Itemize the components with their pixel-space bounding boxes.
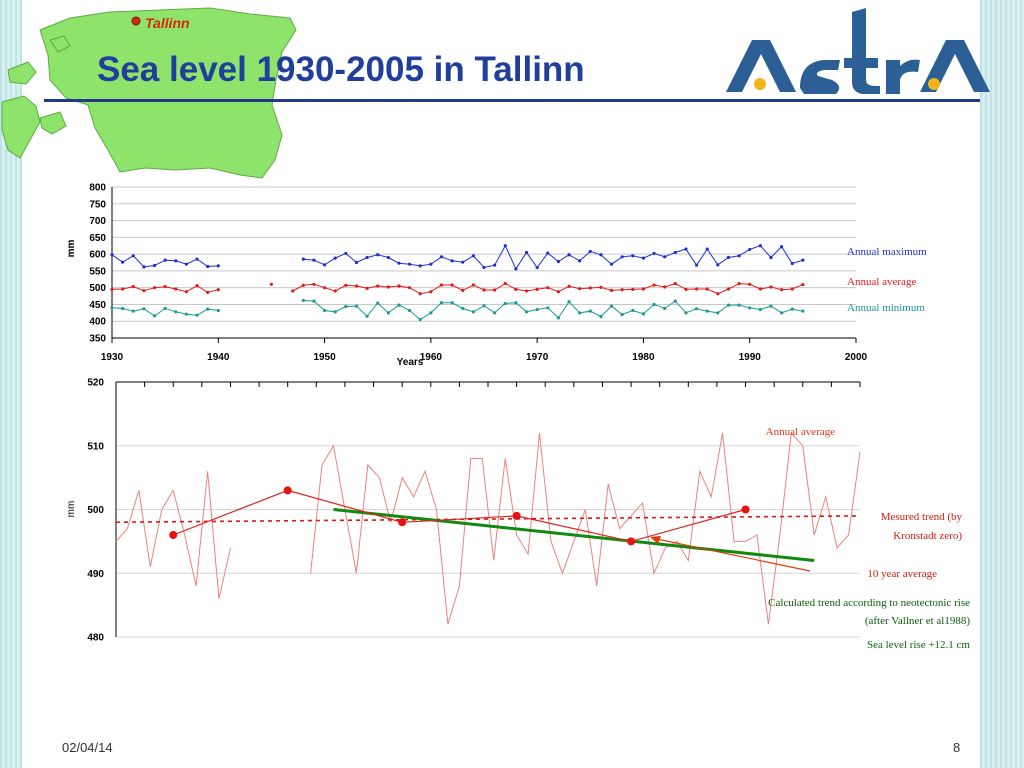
astra-logo — [726, 8, 990, 94]
annual-average-point — [110, 287, 114, 291]
y-tick-label: 490 — [87, 569, 104, 580]
y-tick-label: 500 — [89, 283, 106, 294]
y-tick-label: 800 — [89, 183, 106, 194]
arrowhead-icon — [650, 536, 661, 544]
annotation-calculated-trend-2: (after Vallner et al1988) — [865, 615, 971, 627]
annual-average-line — [292, 283, 804, 295]
y-tick-label: 520 — [87, 378, 104, 389]
y-tick-label: 400 — [89, 317, 106, 328]
neotectonic-trend-line — [333, 508, 815, 562]
y-axis-label: mm — [66, 501, 77, 518]
legend-annual-average: Annual average — [847, 276, 916, 288]
y-tick-label: 450 — [89, 300, 106, 311]
y-tick-label: 650 — [89, 233, 106, 244]
ten-year-average-point — [398, 518, 407, 527]
upper-chart: 800 750 700 650 600 550 500 450 400 350 1930 1940 19… — [66, 183, 927, 369]
left-border-stripe — [0, 0, 22, 768]
ten-year-average-point — [741, 505, 750, 514]
x-tick-label: 1930 — [101, 352, 124, 363]
annual-maximum-line — [111, 254, 219, 268]
annual-average-line — [111, 285, 219, 293]
x-tick-label: 1940 — [207, 352, 230, 363]
annotation-measured-trend-2: Kronstadt zero) — [893, 530, 962, 542]
annual-minimum-line — [111, 307, 219, 317]
title-underline — [44, 99, 980, 102]
annotation-sea-level-rise: Sea level rise +12.1 cm — [867, 639, 970, 651]
annotation-arrow-line — [651, 537, 811, 572]
y-tick-label: 480 — [87, 633, 104, 644]
annotation-calculated-trend-1: Calculated trend according to neotectoni… — [768, 597, 970, 609]
ten-year-average-point — [169, 531, 178, 539]
annual-average-line — [115, 471, 231, 599]
estonia-map — [1, 7, 297, 179]
legend-annual-minimum: Annual minimum — [847, 302, 925, 314]
y-tick-label: 750 — [89, 199, 106, 210]
right-border-stripe — [980, 0, 1024, 768]
slide-number: 8 — [953, 740, 961, 755]
x-tick-label: 1950 — [313, 352, 336, 363]
annual-minimum-line — [303, 299, 803, 321]
y-tick-label: 600 — [89, 250, 106, 261]
y-tick-label: 700 — [89, 216, 106, 227]
x-tick-label: 1990 — [739, 352, 762, 363]
annotation-ten-year-average: 10 year average — [867, 568, 937, 580]
annual-average-line — [310, 431, 861, 625]
x-tick-label: 1970 — [526, 352, 549, 363]
legend-annual-maximum: Annual maximum — [847, 246, 927, 258]
y-tick-label: 350 — [89, 334, 106, 345]
slide-date: 02/04/14 — [62, 740, 113, 755]
annotation-annual-average: Annual average — [766, 426, 835, 438]
ten-year-average-point — [283, 486, 292, 495]
lower-chart: 520 510 500 490 480 mm Annual average Mesured t… — [66, 378, 970, 652]
annotation-measured-trend-1: Mesured trend (by — [881, 511, 963, 523]
measured-trend-line — [115, 515, 861, 524]
x-axis-label: Years — [397, 357, 424, 368]
x-tick-label: 2000 — [845, 352, 868, 363]
y-tick-label: 500 — [87, 505, 104, 516]
x-tick-label: 1980 — [632, 352, 655, 363]
y-axis-label: mm — [66, 240, 77, 258]
annual-average-point — [269, 282, 274, 286]
page-title: Sea level 1930-2005 in Tallinn — [97, 50, 585, 89]
ten-year-average-line — [172, 489, 746, 543]
ten-year-average-point — [512, 511, 521, 520]
x-tick-label: 1960 — [420, 352, 443, 363]
y-tick-label: 550 — [89, 266, 106, 277]
annual-maximum-line — [303, 244, 804, 270]
map-label-tallinn: Tallinn — [145, 15, 190, 31]
ten-year-average-point — [627, 537, 636, 546]
y-tick-label: 510 — [87, 441, 104, 452]
tallinn-marker-icon — [131, 16, 141, 26]
